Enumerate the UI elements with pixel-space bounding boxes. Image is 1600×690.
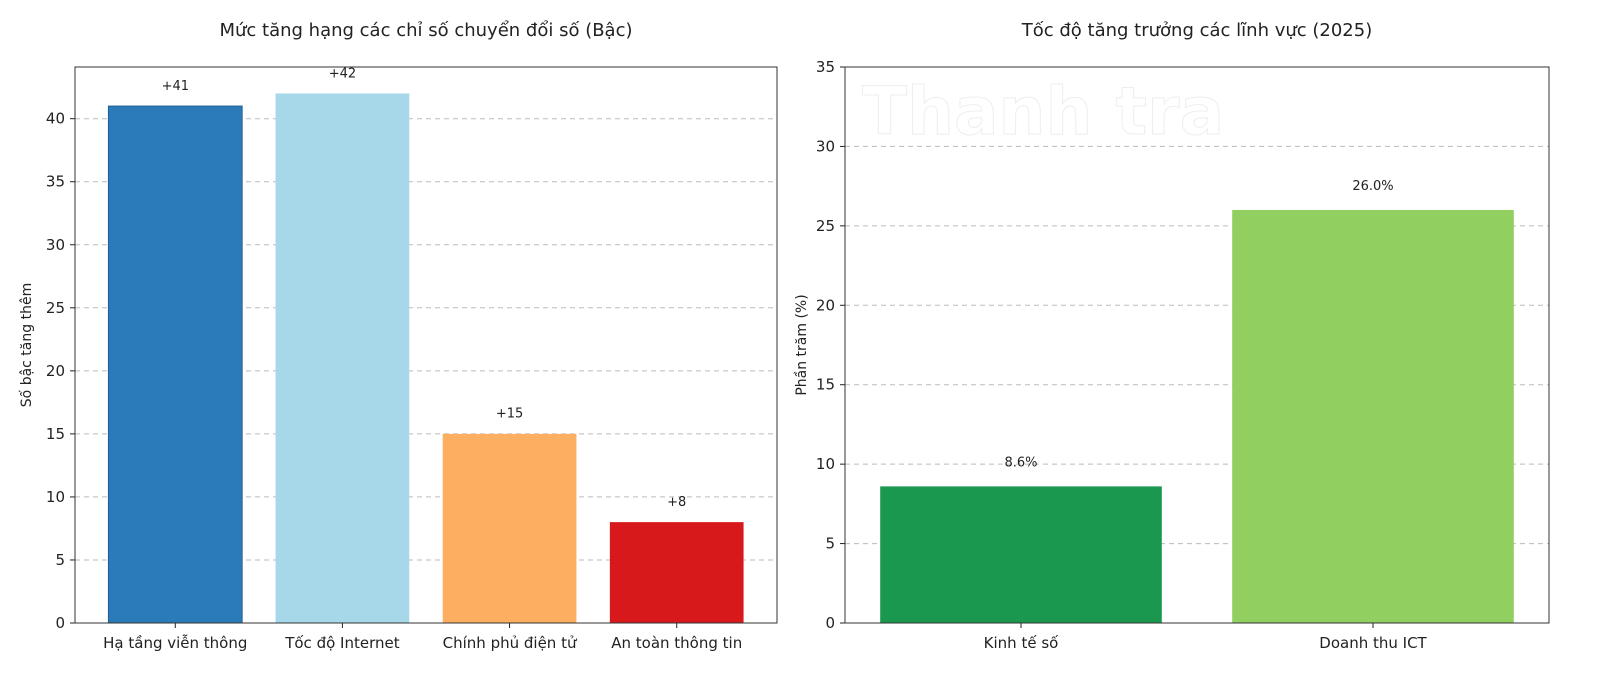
y-tick-label: 40 [46, 110, 65, 128]
plot-frame [844, 66, 1550, 624]
y-tick-label: 10 [46, 488, 65, 506]
y-tick-label: 25 [816, 217, 835, 235]
chart-rank-increase: Mức tăng hạng các chỉ số chuyển đổi số (… [18, 20, 778, 652]
y-tick-label: 10 [816, 455, 835, 473]
y-tick-label: 20 [816, 296, 835, 314]
x-tick-label: Tốc độ Internet [284, 634, 400, 652]
chart-title: Mức tăng hạng các chỉ số chuyển đổi số (… [219, 20, 632, 41]
x-tick-label: Doanh thu ICT [1319, 634, 1427, 652]
y-tick-label: 25 [46, 299, 65, 317]
watermark: Thanh tra [862, 73, 1224, 150]
y-tick-label: 15 [816, 376, 835, 394]
x-tick-label: An toàn thông tin [611, 634, 742, 652]
bar [880, 486, 1162, 623]
y-tick-label: 15 [46, 425, 65, 443]
y-tick-label: 30 [816, 137, 835, 155]
bar [609, 522, 744, 623]
bar [275, 93, 410, 623]
x-tick-label: Kinh tế số [984, 634, 1059, 652]
y-tick-label: 35 [816, 58, 835, 76]
y-tick-label: 5 [825, 535, 835, 553]
bar [1232, 209, 1514, 623]
y-axis-label: Số bậc tăng thêm [18, 283, 35, 407]
y-tick-label: 35 [46, 173, 65, 191]
data-label: +41 [162, 79, 189, 94]
bar [442, 433, 577, 623]
y-tick-label: 0 [825, 614, 835, 632]
data-label: +42 [329, 66, 356, 81]
bar [107, 105, 243, 624]
y-tick-label: 5 [55, 551, 65, 569]
x-tick-label: Hạ tầng viễn thông [103, 634, 247, 652]
chart-title: Tốc độ tăng trưởng các lĩnh vực (2025) [1021, 20, 1372, 41]
chart-growth-rate: Tốc độ tăng trưởng các lĩnh vực (2025) P… [794, 20, 1550, 652]
y-tick-label: 20 [46, 362, 65, 380]
data-label: +8 [667, 495, 686, 510]
y-tick-label: 30 [46, 236, 65, 254]
y-axis-label: Phần trăm (%) [794, 294, 810, 395]
y-tick-label: 0 [55, 614, 65, 632]
data-label: 26.0% [1352, 179, 1393, 194]
plot-frame [74, 66, 778, 624]
data-label: 8.6% [1004, 456, 1037, 471]
data-label: +15 [496, 407, 523, 422]
x-tick-label: Chính phủ điện tử [443, 634, 578, 652]
